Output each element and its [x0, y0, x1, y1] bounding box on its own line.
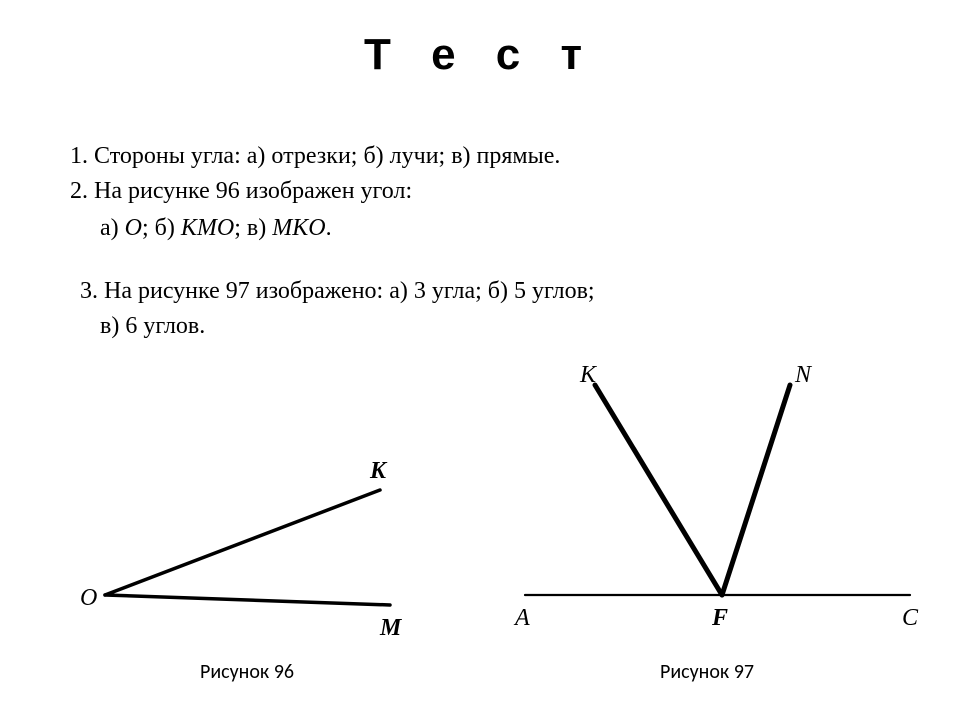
svg-text:O: O: [80, 585, 97, 611]
svg-text:A: A: [513, 605, 530, 631]
q2-opt-c: MKO: [272, 215, 325, 241]
svg-text:M: M: [379, 615, 403, 641]
figure-97: A F C K N: [510, 360, 930, 660]
question-1: 1. Стороны угла: а) отрезки; б) лучи; в)…: [70, 140, 910, 172]
svg-text:C: C: [902, 605, 919, 631]
question-2: 2. На рисунке 96 изображен угол:: [70, 175, 910, 207]
figure-96: O K M: [80, 380, 450, 650]
q2-sep1: ; б): [142, 215, 181, 241]
q2-end: .: [326, 215, 332, 241]
question-3-cont: в) 6 углов.: [100, 310, 900, 342]
svg-text:K: K: [579, 362, 598, 388]
question-2-options: а) O; б) KMO; в) MKO.: [100, 212, 900, 244]
svg-text:F: F: [711, 605, 728, 631]
svg-text:N: N: [794, 362, 813, 388]
q2-opt-a: O: [125, 215, 142, 241]
page-title: Т е с т: [0, 30, 960, 80]
question-3: 3. На рисунке 97 изображено: а) 3 угла; …: [80, 275, 900, 307]
caption-96: Рисунок 96: [200, 660, 294, 684]
q2-opt-a-prefix: а): [100, 215, 125, 241]
svg-text:K: K: [369, 458, 388, 484]
figures-area: OKM AFCKN Рисунок 96 Рисунок 97: [40, 360, 920, 680]
q2-opt-b: KMO: [181, 215, 234, 241]
caption-97: Рисунок 97: [660, 660, 754, 684]
q2-sep2: ; в): [234, 215, 272, 241]
